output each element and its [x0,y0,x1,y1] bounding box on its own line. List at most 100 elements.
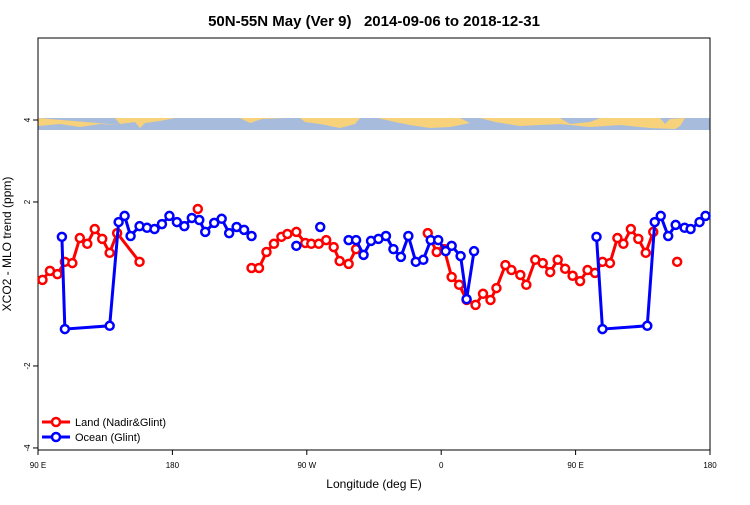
y-tick-label: 2 [23,199,32,204]
x-tick-label: 0 [439,461,444,470]
data-point [334,255,345,267]
chart-title: 50N-55N May (Ver 9) 2014-09-06 to 2018-1… [208,13,540,30]
data-point [200,226,211,238]
data-point [470,299,481,311]
x-tick-label: 180 [703,461,717,470]
y-tick-label: -4 [23,444,32,452]
data-point [261,246,272,258]
data-point [216,213,227,225]
data-point [567,270,578,282]
x-tick-label: 90 E [567,461,583,470]
data-point [642,320,653,332]
data-point [559,263,571,275]
data-point [388,243,399,255]
data-point [521,279,532,291]
x-tick-label: 180 [166,461,180,470]
data-point [328,241,339,253]
plot-frame [37,37,711,451]
data-point [670,219,681,231]
data-point [37,274,48,286]
data-point [291,226,302,238]
y-axis-label: XCO2 - MLO trend (ppm) [0,177,14,312]
legend-marker [50,416,62,428]
data-point [395,251,407,263]
legend-label: Ocean (Glint) [75,432,140,444]
data-point [662,230,674,242]
data-point [194,214,205,226]
data-point [604,257,616,269]
data-point [104,247,115,259]
data-point [89,223,100,235]
y-tick-label: 4 [23,117,32,122]
map-strip [38,118,710,130]
legend-label: Land (Nadir&Glint) [75,417,166,429]
y-tick-label: -2 [23,362,32,370]
data-point [59,323,71,335]
data-point [477,288,489,300]
data-point [612,232,623,244]
data-point [113,216,124,228]
series [37,203,683,311]
data-point [552,254,563,266]
data-point [343,258,354,270]
data-point [461,293,472,305]
data-point [649,216,660,228]
data-point [432,234,444,246]
data-point [574,275,586,287]
data-point [640,247,652,259]
data-point [253,262,265,274]
data-point [320,234,332,246]
data-point [82,238,93,250]
data-point [358,249,369,261]
x-tick-label: 90 W [297,461,316,470]
data-point [655,210,666,222]
data-point [268,238,280,250]
data-point [418,254,429,266]
data-point [491,282,502,294]
x-tick-label: 90 E [30,461,46,470]
data-point [403,230,414,242]
data-point [453,279,465,291]
data-point [485,294,496,306]
data-point [223,227,235,239]
data-point [156,218,168,230]
data-point [179,220,190,232]
data-point [74,232,86,244]
x-axis-label: Longitude (deg E) [326,477,421,491]
data-point [119,210,130,222]
data-point [671,256,683,268]
data-point [597,323,608,335]
data-point [455,250,466,262]
data-point [544,266,556,278]
data-point [633,233,644,245]
data-point [350,234,362,246]
data-point [537,257,548,269]
data-point [52,268,63,280]
data-point [446,240,457,252]
series [56,210,711,335]
data-point [291,240,302,252]
data-point [468,245,480,257]
legend-marker [50,431,62,443]
data-point [238,224,250,236]
data-point [380,230,392,242]
data-point [694,216,705,228]
data-point [164,210,175,222]
data-point [700,210,711,222]
data-point [506,264,517,276]
data-point [67,257,78,269]
data-point [515,269,526,281]
data-point [208,217,220,229]
data-point [685,223,696,235]
data-point [96,233,108,245]
data-point [104,320,115,332]
data-point [314,221,326,233]
data-point [446,271,457,283]
data-point [282,228,293,240]
data-point [591,231,602,243]
data-point [125,230,136,242]
data-point [625,223,637,235]
data-point [56,231,68,243]
legend: Land (Nadir&Glint) Ocean (Glint) [42,416,166,444]
data-point [192,203,204,215]
